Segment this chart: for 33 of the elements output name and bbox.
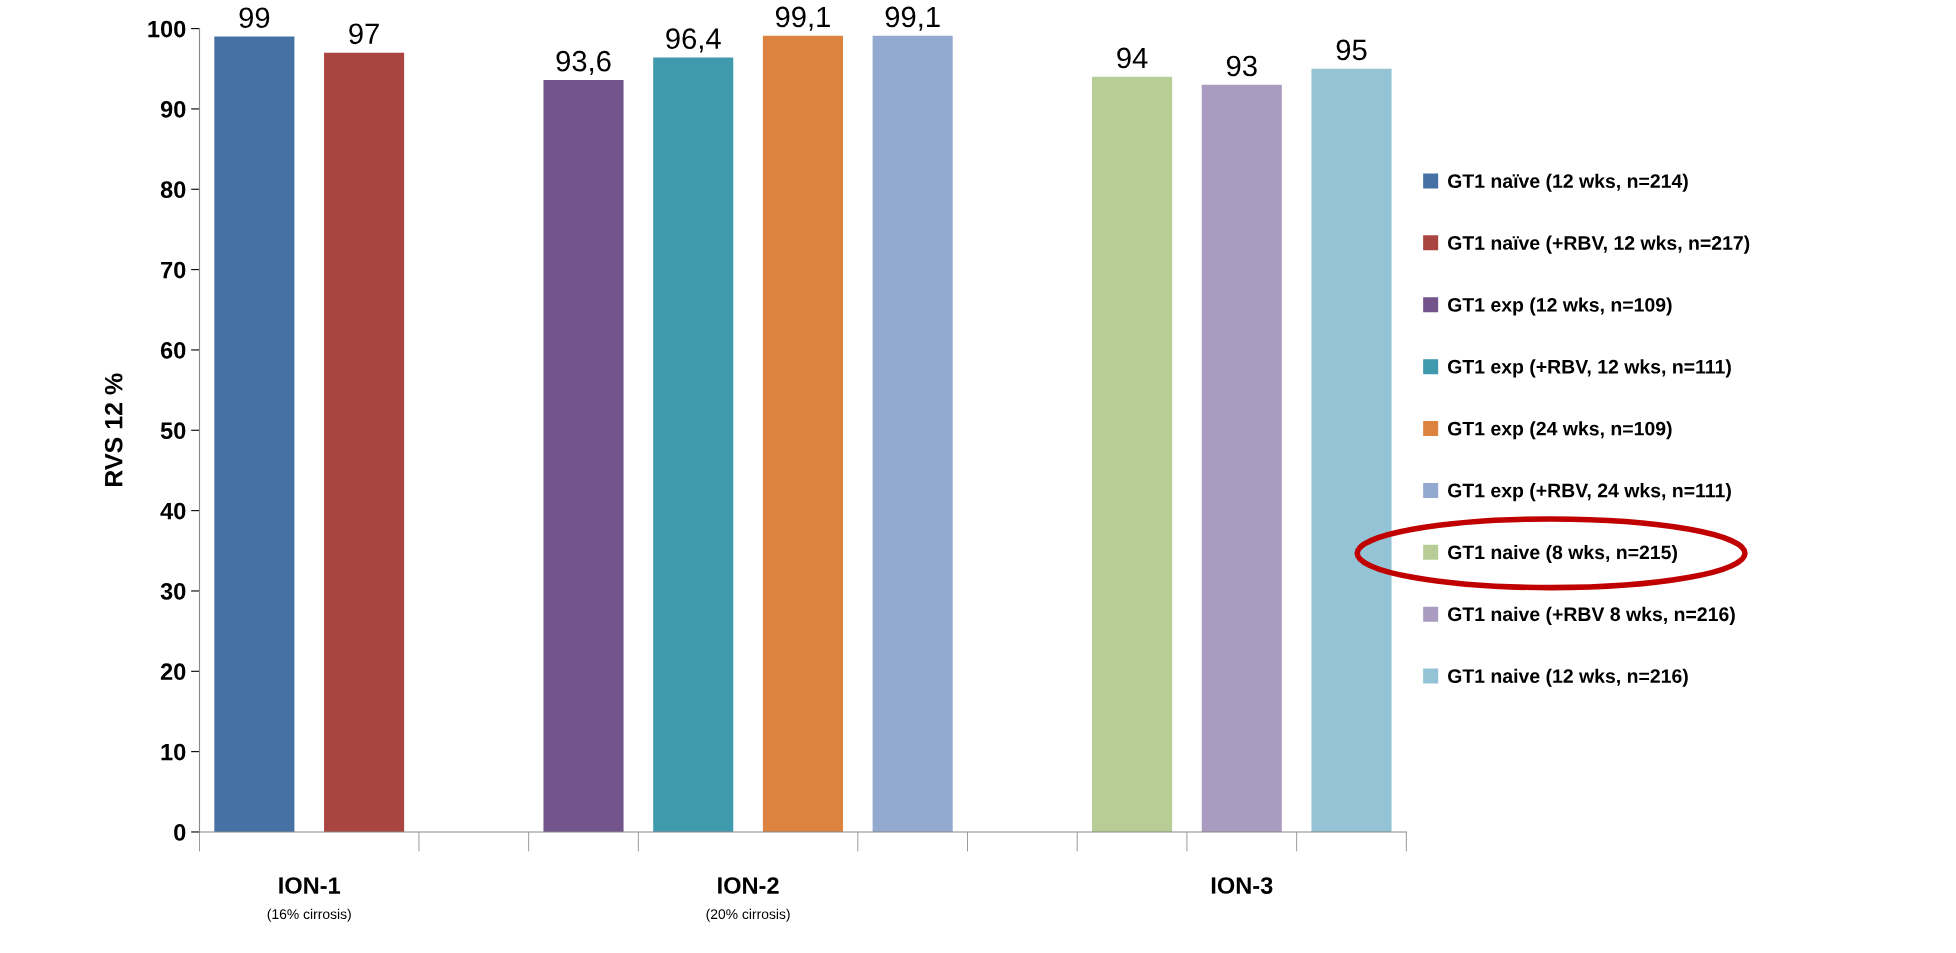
legend-label: GT1 naïve (+RBV, 12 wks, n=217) [1448, 235, 1750, 254]
legend-label: GT1 naïve (12 wks, n=214) [1448, 173, 1688, 192]
legend-label: GT1 exp (+RBV, 12 wks, n=111) [1448, 359, 1731, 378]
data-label: 95 [1336, 39, 1367, 61]
data-label: 93,6 [556, 50, 611, 75]
data-label: 99,1 [775, 6, 830, 31]
y-tick-label: 80 [160, 181, 186, 199]
y-tick-label: 10 [161, 743, 186, 761]
data-label: 93 [1226, 55, 1257, 77]
y-tick-label: 90 [160, 101, 186, 118]
data-label: 99 [239, 7, 270, 29]
legend-label: GT1 naive (12 wks, n=216) [1448, 668, 1688, 687]
y-tick-label: 50 [160, 422, 186, 440]
y-tick-label: 60 [160, 342, 186, 359]
data-label: 96,4 [666, 28, 721, 53]
legend-label: GT1 naive (+RBV 8 wks, n=216) [1448, 606, 1735, 625]
x-tick-label: ION-3 [1211, 877, 1273, 894]
x-tick-label: ION-1 (16% cirrosis) [267, 877, 351, 922]
y-tick-label: 70 [161, 261, 186, 279]
legend-label: GT1 naive (8 wks, n=215) [1448, 544, 1677, 564]
data-label: 97 [349, 23, 379, 45]
y-tick-label: 20 [160, 663, 186, 681]
legend-label: GT1 exp (12 wks, n=109) [1448, 297, 1672, 316]
data-label: 94 [1117, 47, 1148, 69]
legend-label: GT1 exp (24 wks, n=109) [1448, 421, 1672, 440]
legend-label: GT1 exp (+RBV, 24 wks, n=111) [1448, 483, 1731, 502]
y-tick-label: 0 [174, 824, 186, 841]
x-tick-label: ION-2 (20% cirrosis) [706, 877, 790, 922]
data-label: 99,1 [885, 6, 940, 31]
y-tick-label: 30 [160, 583, 186, 600]
y-tick-label: 40 [160, 502, 186, 520]
y-tick-label: 100 [148, 20, 186, 38]
y-axis-title: RVS 12 % [104, 373, 123, 487]
